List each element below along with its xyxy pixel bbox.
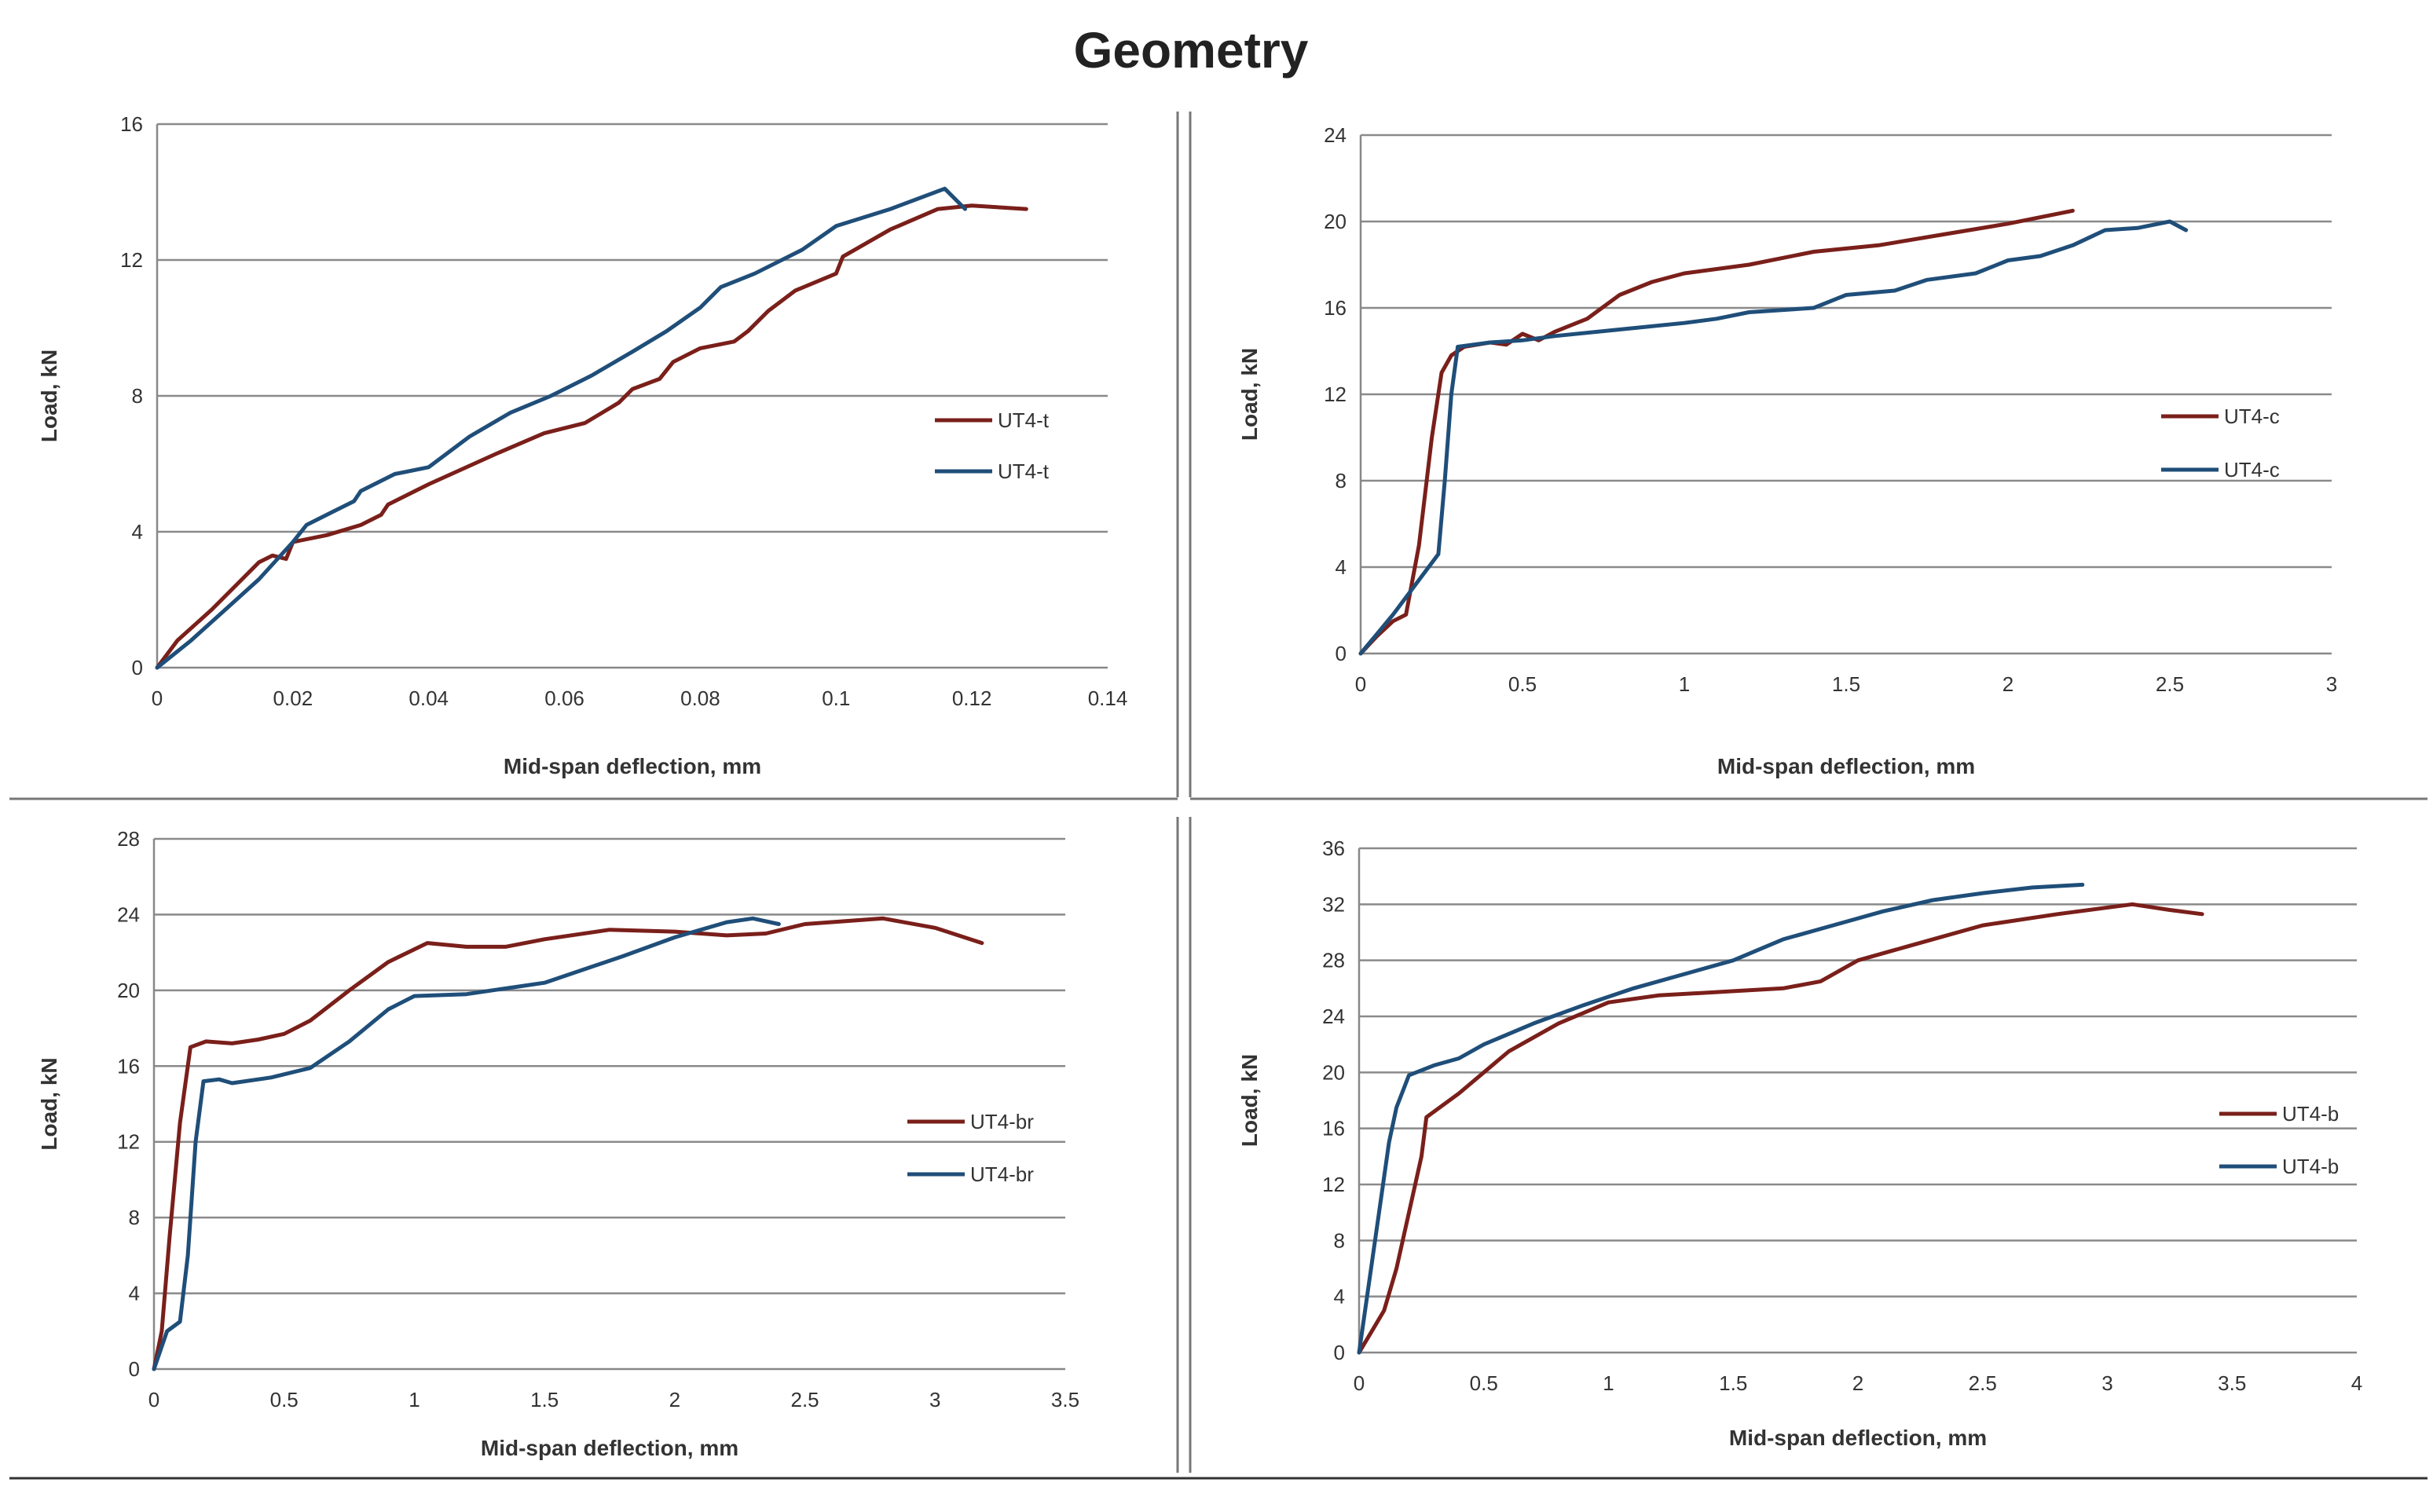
y-tick-label: 24 [1322, 1005, 1345, 1028]
legend-label: UT4-t [998, 408, 1050, 432]
y-tick-label: 28 [1322, 949, 1345, 972]
series-line-UT4-c-red [1358, 208, 2075, 656]
legend-label: UT4-br [970, 1162, 1034, 1186]
y-tick-label: 36 [1322, 837, 1345, 860]
x-tick-label: 3 [2101, 1371, 2112, 1395]
x-tick-label: 1 [1603, 1371, 1614, 1395]
x-tick-label: 3 [929, 1388, 940, 1411]
chart-bottom-left: 0 4 8 12 16 20 24 28 0 0.5 1 1.5 2 2.5 3 3.5 Mid-span de… [37, 827, 1079, 1460]
y-tick-label: 20 [1324, 210, 1347, 233]
y-tick-label: 0 [1336, 642, 1347, 665]
x-tick-label: 3 [2326, 672, 2337, 696]
y-tick-label: 20 [1322, 1060, 1345, 1084]
y-tick-label: 8 [129, 1206, 140, 1229]
chart-top-right: 0 4 8 12 16 20 24 0 0.5 1 1.5 2 2.5 3 Mid-span deflect… [1237, 123, 2337, 778]
y-tick-label: 16 [117, 1054, 140, 1078]
x-tick-label: 4 [2351, 1371, 2362, 1395]
x-tick-label: 0.5 [1470, 1371, 1498, 1395]
x-axis-label: Mid-span deflection, mm [1729, 1426, 1987, 1450]
series-line-UT4-t-blue [155, 186, 967, 670]
series-line-UT4-b-blue [1357, 882, 2085, 1355]
y-tick-label: 0 [129, 1357, 140, 1381]
x-tick-label: 3.5 [1051, 1388, 1079, 1411]
series-line-UT4-b-red [1357, 902, 2204, 1355]
y-tick-label: 8 [1336, 469, 1347, 492]
x-axis-label: Mid-span deflection, mm [481, 1436, 738, 1460]
chart-top-left: 0 4 8 12 16 0 0.02 0.04 0.06 0.08 0.1 0.12 0.14 Mid-s… [37, 112, 1127, 778]
x-tick-label: 0.1 [822, 686, 850, 710]
x-tick-label: 2 [1852, 1371, 1863, 1395]
x-tick-label: 2.5 [790, 1388, 819, 1411]
y-tick-label: 12 [120, 248, 143, 272]
x-tick-label: 1 [409, 1388, 420, 1411]
y-tick-label: 16 [120, 112, 143, 136]
legend-label: UT4-c [2224, 405, 2280, 428]
series-line-UT4-t-red [155, 203, 1028, 670]
x-tick-label: 1.5 [1832, 672, 1860, 696]
series-line-UT4-c-blue [1358, 219, 2189, 656]
x-tick-label: 0.08 [680, 686, 720, 710]
x-tick-label: 0 [152, 686, 163, 710]
x-tick-label: 1.5 [1719, 1371, 1747, 1395]
y-tick-label: 32 [1322, 892, 1345, 916]
legend-label: UT4-br [970, 1110, 1034, 1133]
x-tick-label: 2 [2002, 672, 2013, 696]
x-tick-label: 0.14 [1088, 686, 1128, 710]
y-tick-label: 4 [1334, 1285, 1345, 1309]
legend-label: UT4-t [998, 459, 1050, 483]
y-tick-label: 16 [1322, 1117, 1345, 1140]
y-tick-label: 4 [132, 520, 143, 544]
x-tick-label: 1.5 [530, 1388, 559, 1411]
series-line-UT4-br-blue [152, 916, 781, 1371]
x-tick-label: 0.5 [270, 1388, 299, 1411]
y-axis-label: Load, kN [37, 1057, 61, 1150]
x-tick-label: 0 [148, 1388, 159, 1411]
y-axis-label: Load, kN [1237, 1054, 1262, 1147]
y-tick-label: 12 [1324, 383, 1347, 406]
y-tick-label: 20 [117, 979, 140, 1002]
x-tick-label: 3.5 [2218, 1371, 2246, 1395]
y-tick-label: 0 [132, 656, 143, 679]
y-tick-label: 8 [132, 384, 143, 408]
y-tick-label: 16 [1324, 296, 1347, 320]
y-tick-label: 12 [1322, 1173, 1345, 1196]
y-axis-label: Load, kN [1237, 348, 1262, 441]
y-tick-label: 24 [1324, 123, 1347, 147]
legend-label: UT4-b [2282, 1155, 2339, 1178]
y-tick-label: 24 [117, 902, 140, 926]
x-tick-label: 2 [669, 1388, 680, 1411]
y-tick-label: 4 [129, 1282, 140, 1305]
x-tick-label: 0 [1355, 672, 1366, 696]
x-tick-label: 0.12 [952, 686, 992, 710]
y-tick-label: 28 [117, 827, 140, 851]
chart-bottom-right: 0 4 8 12 16 20 24 28 32 36 0 0.5 1 1.5 2 2.5 3 3.5 4 Mid-sp… [1237, 837, 2362, 1450]
y-axis-label: Load, kN [37, 350, 61, 442]
x-tick-label: 2.5 [2156, 672, 2184, 696]
y-tick-label: 8 [1334, 1228, 1345, 1252]
y-tick-label: 12 [117, 1130, 140, 1154]
x-tick-label: 0.06 [544, 686, 584, 710]
x-tick-label: 0.5 [1508, 672, 1537, 696]
figure-title: Geometry [1074, 22, 1309, 79]
legend-label: UT4-b [2282, 1102, 2339, 1126]
x-tick-label: 0 [1354, 1371, 1365, 1395]
x-axis-label: Mid-span deflection, mm [1717, 754, 1975, 778]
x-tick-label: 2.5 [1969, 1371, 1997, 1395]
series-line-UT4-br-red [152, 916, 984, 1371]
x-axis-label: Mid-span deflection, mm [504, 754, 761, 778]
y-tick-label: 4 [1336, 555, 1347, 579]
legend-label: UT4-c [2224, 458, 2280, 481]
x-tick-label: 0.02 [273, 686, 313, 710]
x-tick-label: 1 [1679, 672, 1690, 696]
x-tick-label: 0.04 [409, 686, 449, 710]
y-tick-label: 0 [1334, 1341, 1345, 1364]
